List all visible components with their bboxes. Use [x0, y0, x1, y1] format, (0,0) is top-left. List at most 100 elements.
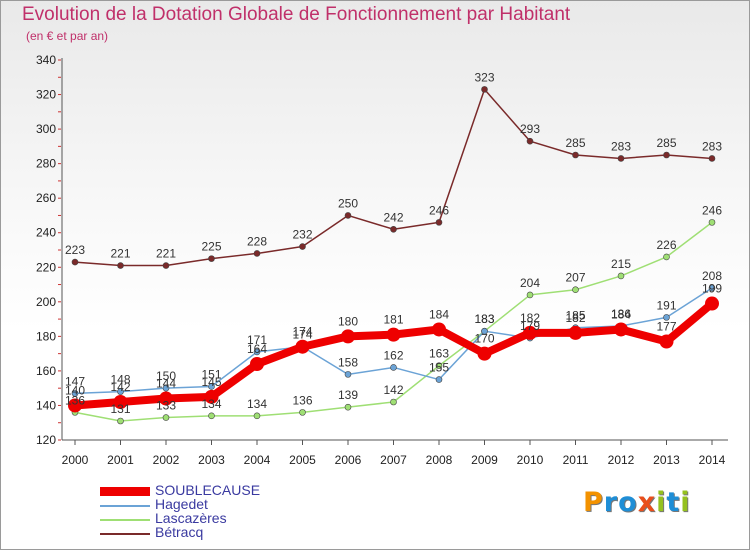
y-tick-label: 260 [36, 191, 56, 205]
legend-swatch [100, 519, 150, 521]
logo-letter: r [603, 487, 619, 518]
data-label: 215 [611, 257, 631, 271]
data-label: 158 [338, 355, 358, 369]
data-label: 151 [201, 367, 221, 381]
data-label: 285 [565, 136, 585, 150]
logo-letter: i [680, 487, 691, 518]
data-label: 221 [110, 247, 130, 261]
data-label: 250 [338, 196, 358, 210]
data-label: 150 [156, 369, 176, 383]
data-label: 134 [247, 397, 267, 411]
data-point [617, 155, 625, 162]
data-point [386, 327, 401, 342]
data-point [250, 357, 264, 371]
data-label: 148 [110, 373, 130, 387]
x-tick-label: 2012 [608, 453, 635, 467]
data-point [705, 296, 719, 311]
data-label: 177 [656, 320, 676, 334]
legend-label: Lascazères [155, 510, 227, 526]
data-point [481, 327, 488, 335]
data-point [208, 412, 215, 420]
data-point [71, 258, 79, 266]
data-label: 207 [565, 271, 585, 285]
data-label: 136 [65, 393, 85, 407]
data-label: 283 [702, 139, 722, 153]
data-point [523, 325, 537, 340]
x-tick-label: 2008 [426, 453, 453, 467]
data-label: 174 [292, 325, 312, 339]
data-label: 183 [474, 312, 494, 326]
data-label: 139 [338, 388, 358, 402]
data-label: 204 [520, 276, 540, 290]
data-label: 182 [520, 311, 540, 325]
y-tick-label: 300 [36, 122, 56, 136]
data-point [481, 86, 488, 93]
data-label: 228 [247, 234, 267, 248]
data-point [162, 384, 170, 392]
data-point [663, 314, 670, 321]
data-point [663, 253, 670, 261]
x-tick-label: 2003 [198, 453, 225, 467]
data-label: 186 [611, 307, 631, 321]
data-point [390, 364, 397, 371]
x-tick-label: 2009 [471, 453, 498, 467]
x-tick-label: 2013 [653, 453, 680, 467]
data-label: 191 [656, 298, 676, 312]
x-tick-label: 2014 [699, 453, 726, 467]
x-tick-label: 2011 [563, 453, 589, 467]
data-point [299, 409, 306, 416]
proxiti-logo: Proxiti [583, 487, 691, 518]
legend-label: SOUBLECAUSE [155, 482, 261, 498]
data-label: 184 [611, 307, 631, 321]
data-label: 136 [292, 393, 312, 407]
data-point [432, 322, 446, 337]
data-point [526, 291, 534, 299]
data-label: 163 [429, 347, 449, 361]
y-tick-label: 140 [36, 398, 56, 412]
data-point [162, 262, 170, 269]
logo-letter: o [618, 487, 638, 518]
data-point [159, 391, 173, 406]
data-point [253, 412, 261, 420]
data-point [572, 286, 579, 294]
data-label: 140 [65, 383, 85, 397]
data-point [253, 348, 261, 356]
data-point [477, 346, 492, 361]
data-point [663, 151, 670, 159]
data-point [117, 417, 124, 425]
data-label: 225 [201, 240, 221, 254]
data-point [435, 219, 443, 226]
series-line-Bétracq [74, 88, 713, 267]
legend-label: Hagedet [155, 496, 208, 512]
logo-letter: P [583, 487, 604, 518]
data-point [344, 371, 352, 378]
legend-swatch [100, 533, 150, 535]
x-tick-label: 2004 [244, 453, 271, 467]
x-tick-label: 2005 [289, 453, 316, 467]
logo-letter: i [656, 487, 667, 518]
data-label: 144 [156, 377, 176, 391]
data-label: 323 [474, 70, 494, 84]
data-label: 170 [474, 332, 494, 346]
data-point [71, 390, 79, 397]
data-label: 226 [656, 238, 676, 252]
data-label: 180 [338, 314, 358, 328]
data-label: 142 [383, 383, 403, 397]
data-label: 155 [429, 361, 449, 375]
data-label: 174 [292, 328, 312, 342]
data-point [208, 383, 215, 390]
y-tick-label: 220 [36, 260, 56, 274]
data-label: 242 [383, 210, 403, 224]
data-point [344, 212, 352, 219]
x-tick-label: 2010 [517, 453, 544, 467]
data-label: 208 [702, 269, 722, 283]
x-tick-label: 2000 [62, 453, 89, 467]
x-tick-label: 2006 [335, 453, 362, 467]
data-point [708, 219, 716, 226]
data-point [617, 272, 625, 280]
data-label: 183 [474, 312, 494, 326]
data-point [253, 250, 261, 257]
y-tick-label: 340 [36, 53, 56, 67]
data-point [708, 155, 716, 162]
data-label: 133 [156, 399, 176, 413]
